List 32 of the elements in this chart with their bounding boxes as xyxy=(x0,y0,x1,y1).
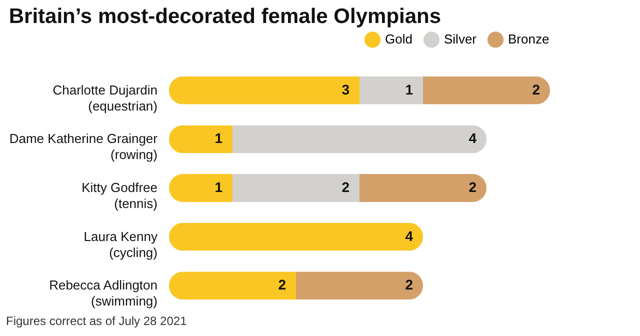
bar xyxy=(296,272,423,300)
chart-title: Britain’s most-decorated female Olympians xyxy=(8,5,442,28)
data-label: 1 xyxy=(214,130,223,146)
data-label: 2 xyxy=(405,276,414,293)
data-label: 2 xyxy=(342,179,350,195)
data-label: 2 xyxy=(468,179,477,195)
bar xyxy=(232,125,486,154)
legend-label: Gold xyxy=(385,32,412,47)
data-label: 1 xyxy=(405,81,414,98)
annotation: Figures correct as of July 28 2021 xyxy=(6,314,187,328)
y-tick-label: Rebecca Adlington (swimming) xyxy=(49,278,158,309)
data-label: 3 xyxy=(342,81,350,98)
bar xyxy=(169,125,232,154)
bar xyxy=(169,174,232,202)
bar xyxy=(169,272,296,300)
bar xyxy=(423,76,550,104)
data-label: 1 xyxy=(214,179,223,195)
data-label: 4 xyxy=(468,130,477,146)
bar xyxy=(360,76,423,104)
legend-label: Silver xyxy=(444,32,478,47)
bar xyxy=(169,222,423,251)
bar xyxy=(360,174,486,202)
y-tick-label: Dame Katherine Grainger (rowing) xyxy=(9,131,158,162)
data-label: 2 xyxy=(532,81,540,98)
bar xyxy=(169,76,360,104)
legend-label: Bronze xyxy=(508,32,550,47)
bar xyxy=(232,174,360,202)
y-tick-label: Charlotte Dujardin (equestrian) xyxy=(52,82,158,114)
y-tick-label: Kitty Godfree (tennis) xyxy=(82,180,158,211)
data-label: 4 xyxy=(405,228,414,244)
data-label: 2 xyxy=(278,276,286,293)
y-tick-label: Laura Kenny (cycling) xyxy=(84,228,158,260)
